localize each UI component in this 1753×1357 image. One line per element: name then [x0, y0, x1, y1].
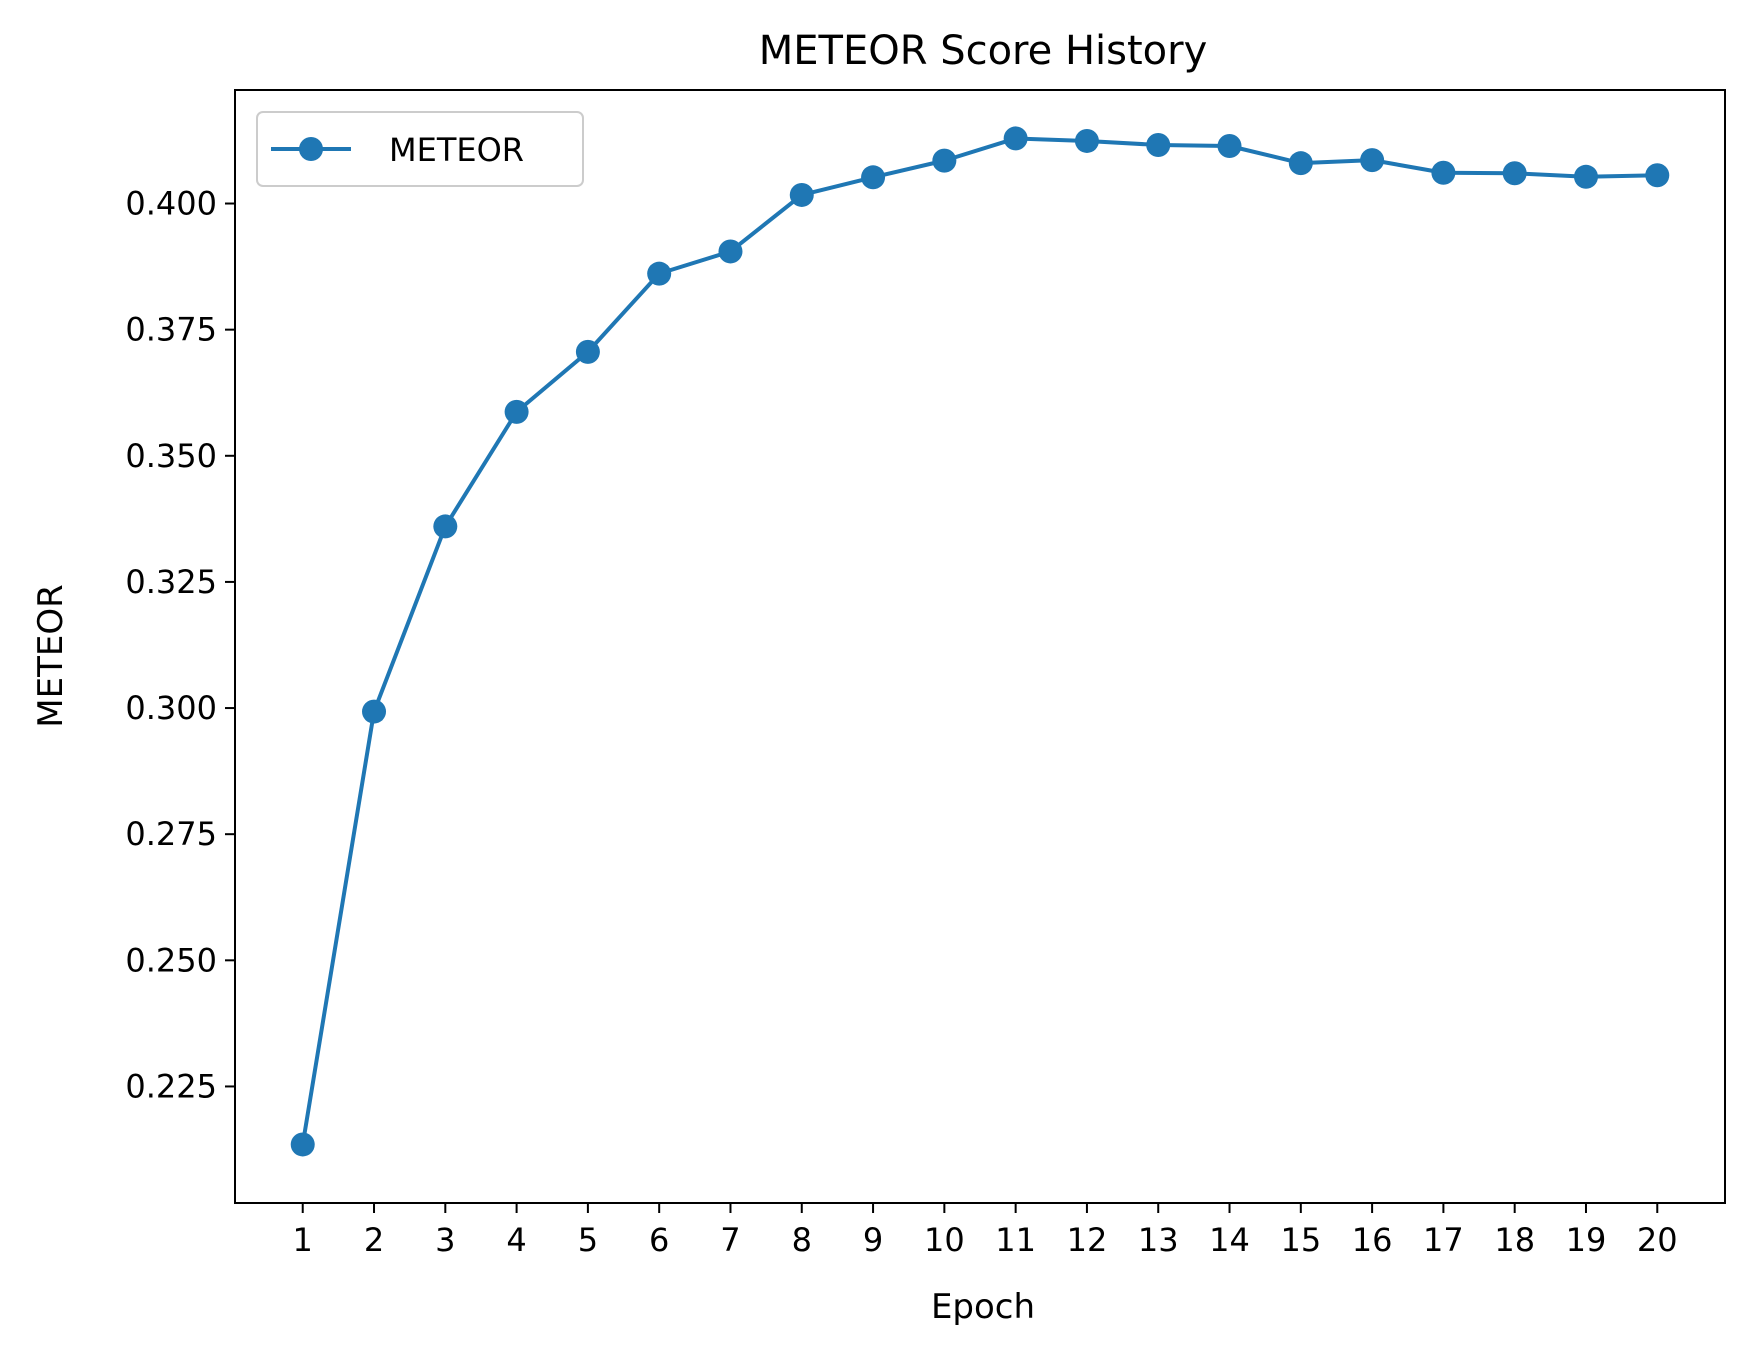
data-point: [1573, 164, 1598, 189]
data-point: [1431, 160, 1456, 185]
data-point: [1146, 132, 1171, 157]
x-tick-label: 6: [649, 1221, 669, 1259]
x-tick-label: 4: [506, 1221, 526, 1259]
data-point: [789, 182, 814, 207]
x-tick-label: 18: [1494, 1221, 1535, 1259]
data-point: [1074, 128, 1099, 153]
data-point: [1645, 163, 1670, 188]
x-tick-label: 7: [720, 1221, 740, 1259]
data-point: [647, 261, 672, 286]
data-point: [1288, 151, 1313, 176]
data-point: [290, 1132, 315, 1157]
series-line-0: [300, 136, 1658, 1145]
legend-label: METEOR: [389, 131, 524, 169]
axes-frame: [234, 89, 1726, 1204]
x-tick-label: 19: [1566, 1221, 1607, 1259]
legend-marker: [299, 137, 323, 161]
y-tick-label: 0.400: [125, 185, 217, 223]
y-tick-label: 0.375: [125, 311, 217, 349]
data-point: [861, 165, 886, 190]
x-tick-label: 10: [924, 1221, 965, 1259]
x-tick-label: 14: [1209, 1221, 1250, 1259]
data-point: [1003, 126, 1028, 151]
y-tick-label: 0.250: [125, 941, 217, 979]
x-tick-label: 5: [578, 1221, 598, 1259]
data-point: [1502, 161, 1527, 186]
data-point: [504, 399, 529, 424]
x-tick-label: 1: [293, 1221, 313, 1259]
x-tick-label: 8: [792, 1221, 812, 1259]
data-point: [1360, 148, 1385, 173]
x-axis-label: Epoch: [931, 1287, 1035, 1327]
x-tick-label: 9: [863, 1221, 883, 1259]
x-tick-label: 16: [1352, 1221, 1393, 1259]
x-tick-label: 3: [435, 1221, 455, 1259]
y-tick-label: 0.275: [125, 815, 217, 853]
chart-title: METEOR Score History: [759, 28, 1208, 74]
x-tick-label: 15: [1280, 1221, 1321, 1259]
y-tick-label: 0.225: [125, 1067, 217, 1105]
y-tick-label: 0.300: [125, 689, 217, 727]
data-point: [718, 239, 743, 264]
y-axis-label: METEOR: [31, 584, 71, 727]
legend-box: [256, 111, 584, 187]
x-tick-label: 12: [1067, 1221, 1108, 1259]
y-tick-label: 0.350: [125, 437, 217, 475]
x-tick-label: 2: [364, 1221, 384, 1259]
x-tick-label: 17: [1423, 1221, 1464, 1259]
plot-area: 1 2 3 4 5 6 7 8 9 10 11 12 13 14 15 16 17 18 19 200.2250.25…: [125, 89, 1726, 1259]
data-point: [932, 148, 957, 173]
data-point: [575, 339, 600, 364]
y-tick-label: 0.325: [125, 563, 217, 601]
x-tick-label: 11: [995, 1221, 1036, 1259]
data-point: [362, 699, 387, 724]
x-tick-label: 13: [1138, 1221, 1179, 1259]
x-tick-label: 20: [1637, 1221, 1678, 1259]
data-point: [433, 514, 458, 539]
data-point: [1217, 134, 1242, 159]
